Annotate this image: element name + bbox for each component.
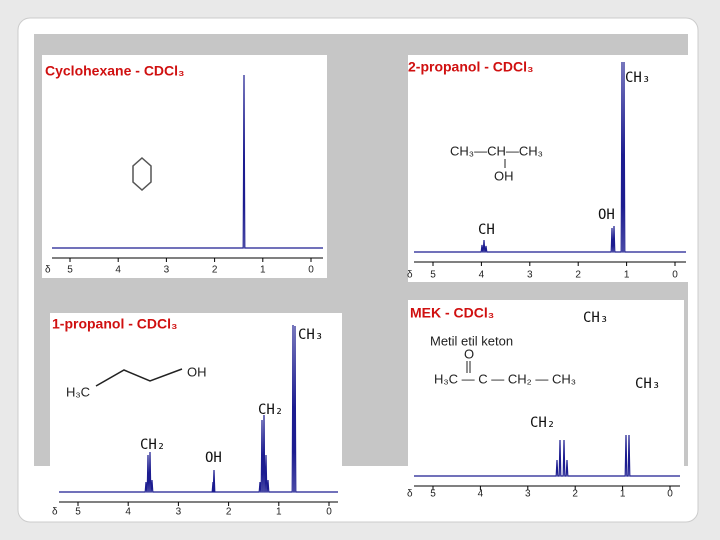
panel-title: Cyclohexane - CDCl₃ [45, 63, 185, 79]
panel-title: 1-propanol - CDCl₃ [52, 316, 177, 332]
tick-label: 3 [525, 489, 531, 500]
tick-label: 1 [276, 507, 282, 518]
spectrum-panel: MEK - CDCl₃ Metil etil keton δ 5 4 3 2 1 0 CH₃ CH₃… [407, 300, 684, 500]
tick-label: 5 [67, 265, 73, 276]
tick-label: 2 [575, 270, 581, 281]
structure-text: OH [187, 364, 207, 379]
axis-symbol: δ [52, 507, 58, 518]
tick-label: 0 [308, 265, 314, 276]
tick-label: 0 [672, 270, 678, 281]
spectrum-panel: 1-propanol - CDCl₃ δ 5 4 3 2 1 0 CH₃ CH₂ CH₂ OH OH H₃… [50, 313, 342, 518]
tick-label: 4 [478, 489, 484, 500]
spectrum-panel: Cyclohexane - CDCl₃ δ 5 4 3 2 1 0 [42, 55, 327, 278]
panel-subtitle: Metil etil keton [430, 333, 513, 348]
tick-label: 5 [430, 270, 436, 281]
structure-text: CH₃—CH—CH₃ [450, 143, 543, 158]
spectrum-trace [59, 324, 338, 493]
bond [95, 368, 183, 387]
peak-label: CH₃ [625, 70, 650, 86]
peak-label: CH [478, 222, 495, 238]
tick-label: 2 [226, 507, 232, 518]
panel-title: 2-propanol - CDCl₃ [408, 59, 533, 75]
axis-symbol: δ [407, 489, 413, 500]
peak-label: CH₃ [635, 376, 660, 392]
tick-label: 0 [667, 489, 673, 500]
peak-label: OH [598, 207, 615, 223]
tick-label: 5 [75, 507, 81, 518]
tick-label: 3 [176, 507, 182, 518]
tick-label: 3 [164, 265, 170, 276]
peak-label: CH₃ [583, 310, 608, 326]
peak-label: CH₂ [140, 437, 165, 453]
structure-text: H₃C [66, 384, 90, 399]
hexagon [132, 156, 152, 192]
peak-label: CH₂ [258, 402, 283, 418]
tick-label: 4 [125, 507, 131, 518]
tick-label: 1 [260, 265, 266, 276]
tick-label: 2 [572, 489, 578, 500]
peak-label: OH [205, 450, 222, 466]
peak-label: CH₃ [298, 327, 323, 343]
spectrum-trace [414, 61, 686, 253]
spectrum-panel: 2-propanol - CDCl₃ δ 5 4 3 2 1 0 CH₃ CH OH CH₃—CH—C… [407, 55, 690, 282]
spectrum-trace [414, 434, 680, 477]
tick-label: 1 [620, 489, 626, 500]
tick-label: 3 [527, 270, 533, 281]
tick-label: 5 [430, 489, 436, 500]
panel-title: MEK - CDCl₃ [410, 305, 494, 321]
tick-label: 1 [624, 270, 630, 281]
spectrum-trace [52, 74, 323, 249]
peak-label: CH₂ [530, 415, 555, 431]
panel-bg [42, 55, 327, 278]
structure-text: H₃C — C — CH₂ — CH₃ [434, 371, 576, 386]
panel-bg [408, 300, 684, 500]
axis-symbol: δ [45, 265, 51, 276]
tick-label: 4 [479, 270, 485, 281]
panel-bg [50, 313, 342, 518]
tick-label: 2 [212, 265, 218, 276]
tick-label: 4 [115, 265, 121, 276]
structure-text: O [464, 346, 474, 361]
structure-text: OH [494, 168, 514, 183]
panel-bg [408, 55, 690, 282]
axis-symbol: δ [407, 270, 413, 281]
tick-label: 0 [326, 507, 332, 518]
